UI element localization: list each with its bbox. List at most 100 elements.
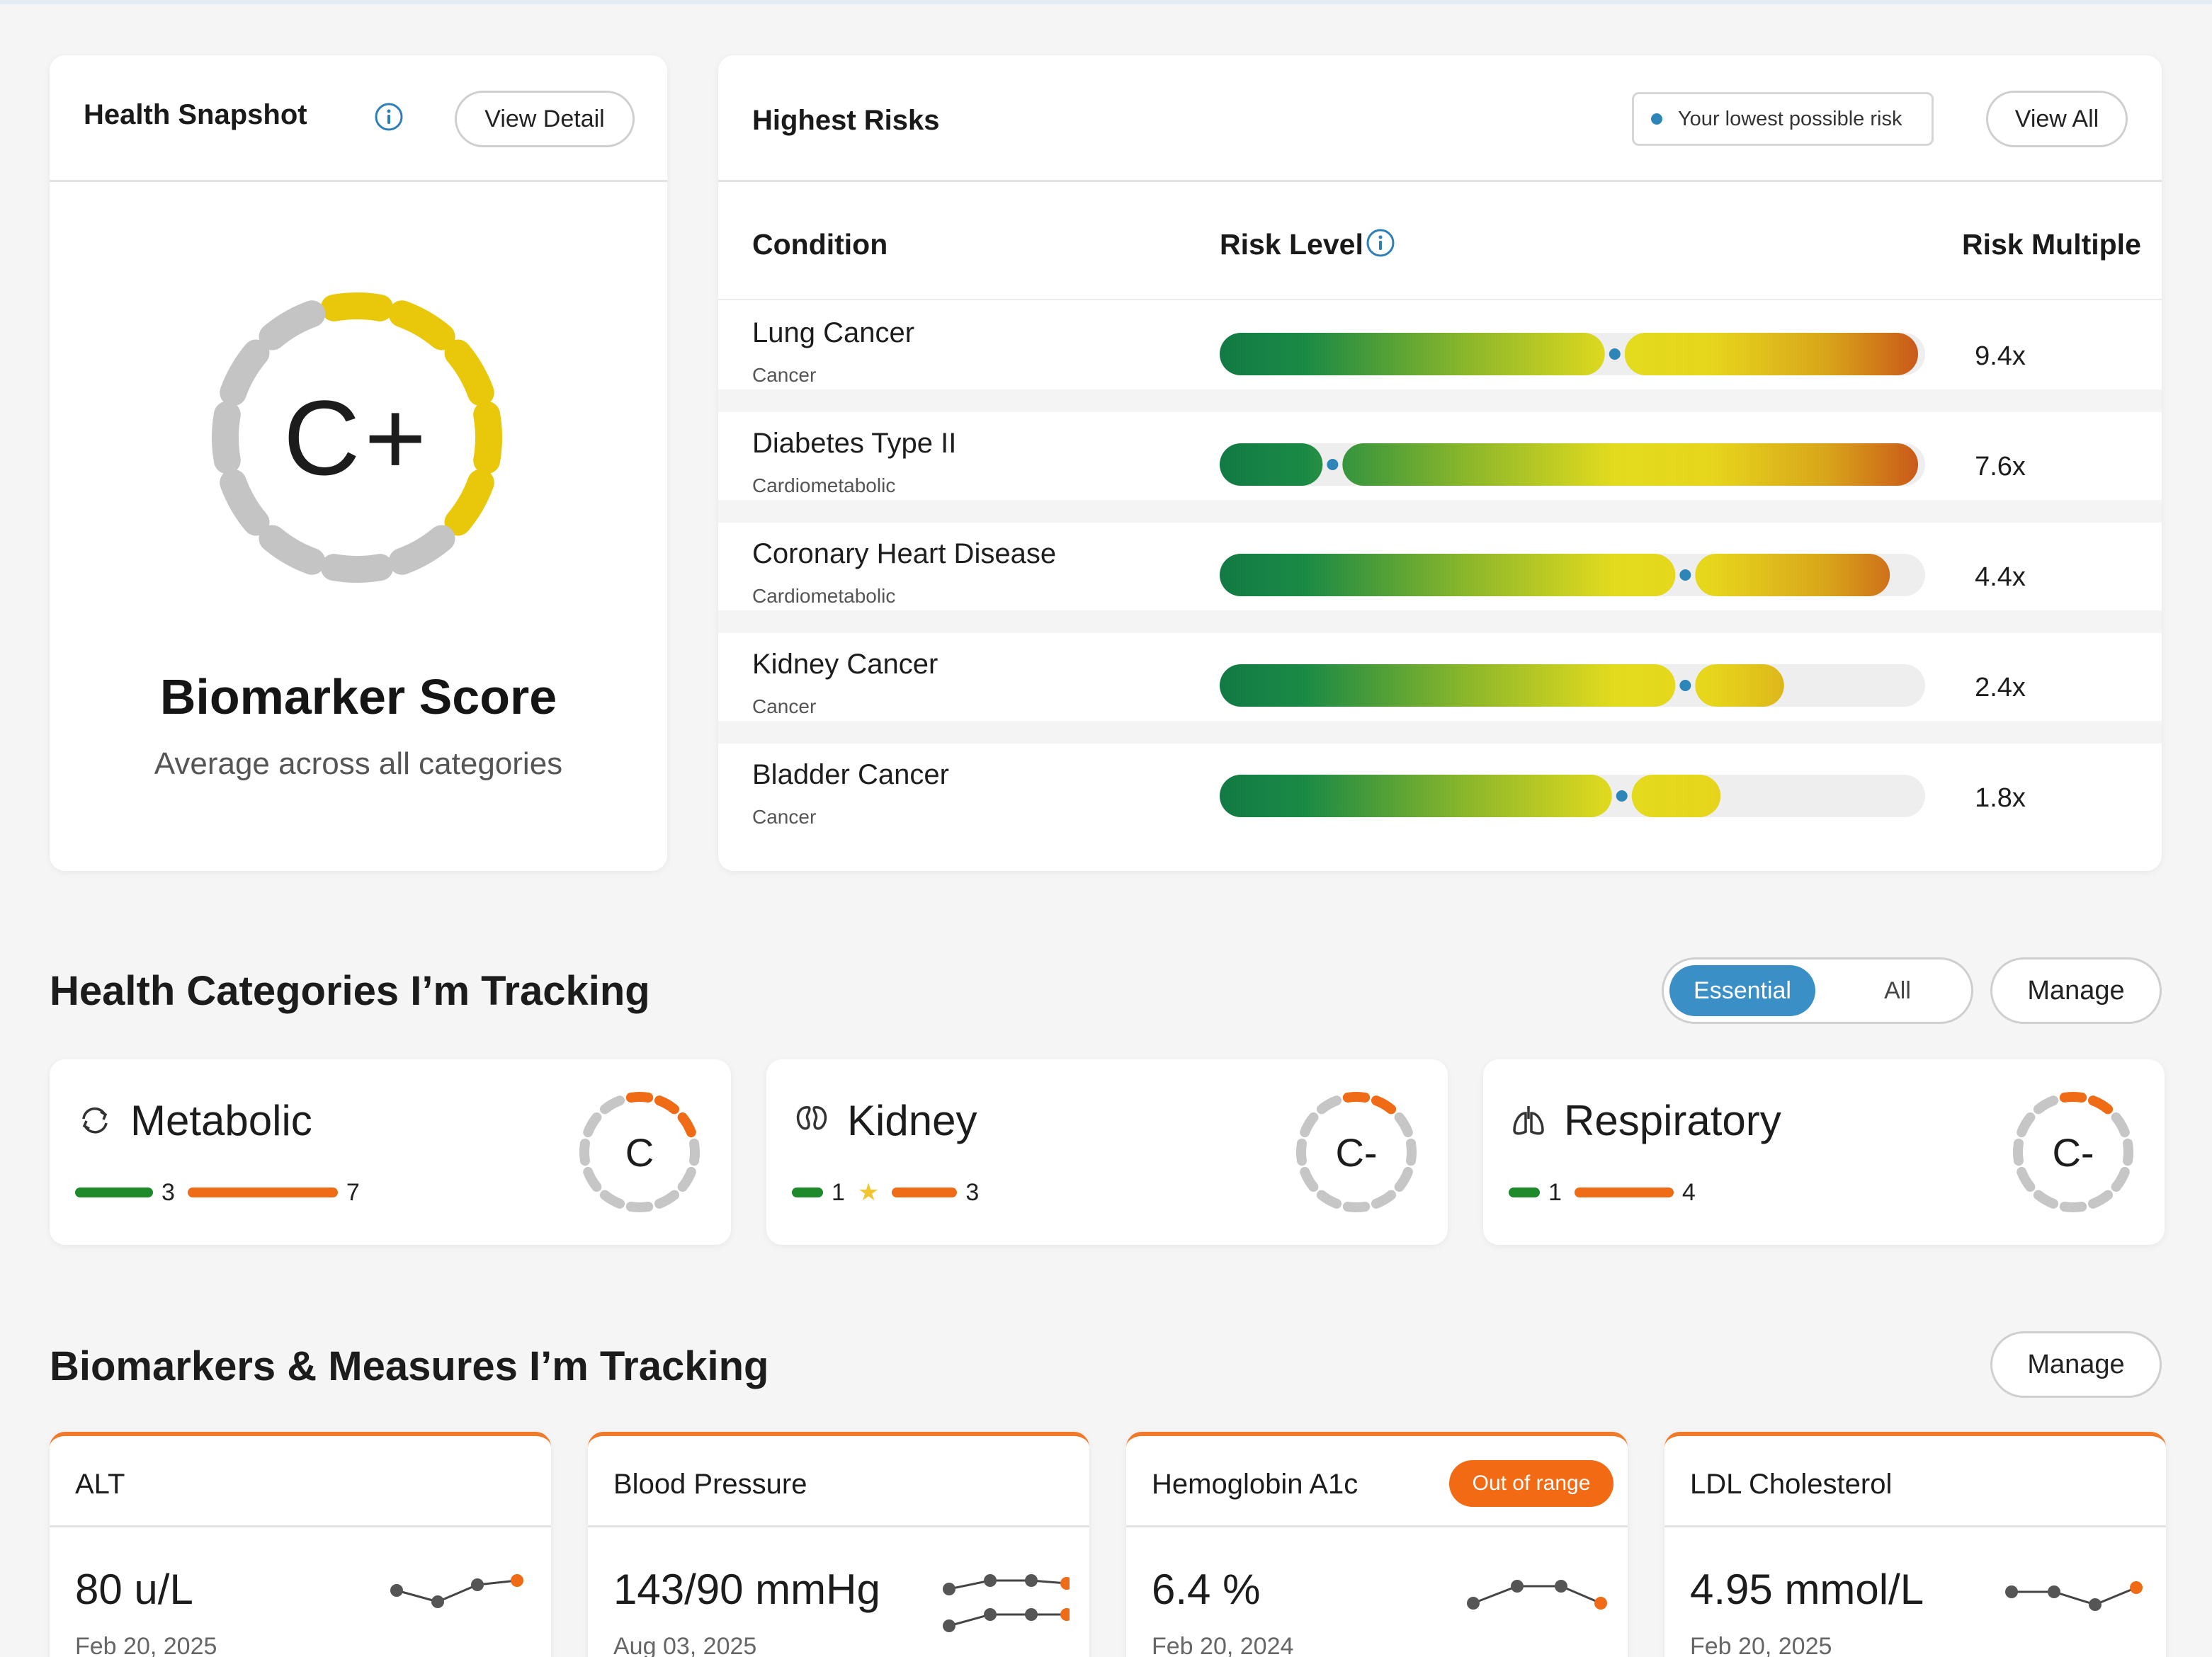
toggle-all[interactable]: All: [1884, 976, 1911, 1004]
biomarker-score-title: Biomarker Score: [159, 669, 557, 724]
trend-sparkline-icon: [943, 1574, 1070, 1632]
ring-segment: [1342, 1092, 1371, 1103]
condition-category: Cardiometabolic: [752, 585, 896, 607]
grade-ring-segment: [220, 469, 270, 536]
categories-section-title: Health Categories I’m Tracking: [50, 968, 650, 1014]
manage-biomarkers-button[interactable]: Manage: [1990, 1331, 2162, 1398]
condition-name: Lung Cancer: [752, 317, 915, 348]
essential-all-toggle[interactable]: Essential All: [1662, 957, 1973, 1024]
category-grade-ring: [2013, 1092, 2133, 1212]
divider: [50, 1525, 551, 1527]
condition-category: Cancer: [752, 695, 817, 717]
category-card-kidney[interactable]: Kidney 1 ★ 3 C-: [766, 1059, 1448, 1245]
category-grade-ring: [1296, 1092, 1417, 1212]
toggle-essential[interactable]: Essential: [1669, 965, 1815, 1016]
ring-segment: [583, 1112, 602, 1138]
grade-ring-segment: [444, 339, 494, 406]
lowest-risk-segment: [1220, 554, 1676, 596]
ring-segment: [1371, 1095, 1397, 1115]
biomarker-name: Blood Pressure: [613, 1469, 807, 1500]
trend-sparkline-icon: [390, 1574, 523, 1608]
out-of-range-count: 7: [346, 1178, 360, 1206]
category-counts: 3 7: [75, 1178, 360, 1207]
category-counts: 1 ★ 3: [792, 1178, 979, 1207]
risk-level-bar: [1220, 775, 1925, 817]
risk-multiple: 2.4x: [1975, 673, 2026, 702]
risk-level-bar: [1220, 554, 1925, 596]
ring-segment: [689, 1138, 700, 1166]
info-icon[interactable]: [374, 102, 404, 132]
legend-label: Your lowest possible risk: [1678, 107, 1902, 130]
out-of-range-bar: [1574, 1188, 1674, 1197]
condition-column-header: Condition: [752, 228, 888, 261]
grade-ring-segment: [388, 525, 455, 575]
biomarker-card[interactable]: ALT 80 u/L Feb 20, 2025: [50, 1432, 551, 1657]
view-all-button[interactable]: View All: [1986, 91, 2128, 147]
current-risk-segment: [1695, 554, 1890, 596]
ring-segment: [677, 1166, 696, 1192]
category-card-respiratory[interactable]: Respiratory 1 4 C-: [1483, 1059, 2165, 1245]
ring-segment: [2017, 1112, 2036, 1138]
biomarker-card[interactable]: Hemoglobin A1c Out of range 6.4 % Feb 20…: [1126, 1432, 1628, 1657]
current-risk-segment: [1624, 333, 1919, 375]
risk-row[interactable]: Diabetes Type II Cardiometabolic 7.6x: [718, 412, 2162, 500]
biomarkers-section-title: Biomarkers & Measures I’m Tracking: [50, 1343, 769, 1389]
manage-categories-button[interactable]: Manage: [1990, 957, 2162, 1024]
ring-segment: [579, 1138, 590, 1166]
current-risk-segment: [1695, 664, 1784, 707]
grade-ring-segment: [320, 554, 394, 583]
out-of-range-bar: [892, 1188, 958, 1197]
ring-segment: [1316, 1095, 1342, 1115]
lungs-icon: [1509, 1100, 1548, 1144]
risk-level-column-header: Risk Level: [1220, 228, 1363, 261]
condition-name: Kidney Cancer: [752, 649, 938, 680]
grade-ring-segment: [259, 300, 326, 351]
divider: [50, 180, 667, 182]
ring-segment: [2059, 1092, 2087, 1103]
info-icon[interactable]: [1366, 228, 1395, 258]
risk-level-bar: [1220, 443, 1925, 486]
category-grade-ring: [579, 1092, 700, 1212]
biomarker-date: Feb 20, 2025: [1690, 1633, 1832, 1657]
out-of-range-badge: Out of range: [1449, 1460, 1613, 1507]
risk-level-bar: [1220, 664, 1925, 707]
category-grade: C-: [2052, 1129, 2094, 1175]
lowest-risk-marker: [1679, 569, 1691, 581]
ring-segment: [1394, 1112, 1413, 1138]
row-separator: [718, 721, 2162, 744]
condition-name: Diabetes Type II: [752, 428, 957, 459]
risk-row[interactable]: Coronary Heart Disease Cardiometabolic 4…: [718, 523, 2162, 610]
in-range-bar: [1509, 1188, 1540, 1197]
divider: [588, 1525, 1089, 1527]
ring-segment: [2033, 1190, 2059, 1209]
in-range-count: 1: [832, 1178, 845, 1206]
ring-segment: [2087, 1190, 2114, 1209]
risk-row[interactable]: Bladder Cancer Cancer 1.8x: [718, 744, 2162, 831]
grade-ring: [212, 292, 502, 583]
condition-category: Cancer: [752, 806, 817, 828]
biomarker-name: ALT: [75, 1469, 125, 1500]
category-name: Respiratory: [1564, 1097, 1781, 1144]
ring-segment: [654, 1190, 680, 1209]
risk-row[interactable]: Lung Cancer Cancer 9.4x: [718, 302, 2162, 389]
biomarker-score-subtitle: Average across all categories: [154, 746, 563, 781]
grade-ring-segment: [212, 401, 241, 474]
condition-category: Cardiometabolic: [752, 474, 896, 496]
view-detail-button[interactable]: View Detail: [455, 91, 635, 147]
row-separator: [718, 500, 2162, 523]
risk-multiple: 9.4x: [1975, 341, 2026, 371]
out-of-range-count: 3: [965, 1178, 980, 1206]
ring-segment: [2033, 1095, 2059, 1115]
category-name: Kidney: [847, 1097, 977, 1144]
ring-segment: [1406, 1138, 1417, 1166]
biomarker-card[interactable]: LDL Cholesterol 4.95 mmol/L Feb 20, 2025: [1664, 1432, 2166, 1657]
out-of-range-count: 4: [1681, 1178, 1696, 1206]
ring-segment: [1296, 1138, 1307, 1166]
biomarker-card[interactable]: Blood Pressure 143/90 mmHg Aug 03, 2025: [588, 1432, 1089, 1657]
risk-row[interactable]: Kidney Cancer Cancer 2.4x: [718, 633, 2162, 721]
health-snapshot-card: Health Snapshot View Detail C+ Biomarker…: [50, 55, 667, 871]
divider: [718, 180, 2162, 182]
ring-segment: [2111, 1112, 2130, 1138]
category-card-metabolic[interactable]: Metabolic 3 7 C: [50, 1059, 731, 1245]
grade-ring-segment: [388, 300, 455, 351]
